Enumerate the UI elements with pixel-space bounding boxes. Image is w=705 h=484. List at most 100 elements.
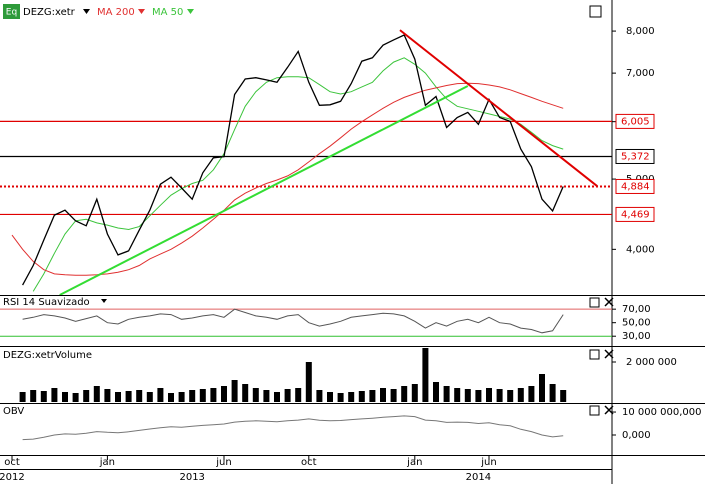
- volume-bar: [358, 391, 365, 402]
- pane-title: OBV: [3, 406, 24, 417]
- plot: [0, 29, 612, 295]
- volume-bar: [263, 390, 270, 402]
- maximize-button[interactable]: [589, 405, 600, 416]
- volume-bar: [390, 389, 397, 402]
- series-line: [32, 57, 564, 292]
- volume-bar: [274, 392, 280, 402]
- x-tick-label: jun: [215, 457, 231, 468]
- volume-bar: [284, 389, 291, 402]
- volume-bar: [157, 388, 164, 402]
- volume-bar: [189, 390, 196, 402]
- level-label: 6,005: [621, 116, 650, 127]
- dropdown-arrow[interactable]: [187, 9, 194, 14]
- close-button[interactable]: [604, 405, 614, 415]
- y-tick-label: 2 000 000: [626, 357, 677, 368]
- x-year-label: 2014: [466, 472, 491, 483]
- legend-ma200[interactable]: MA 200: [97, 7, 135, 18]
- volume-bar: [221, 386, 227, 402]
- legend-ma50[interactable]: MA 50: [152, 7, 183, 18]
- volume-bar: [454, 388, 461, 402]
- volume-bar: [507, 390, 514, 402]
- eq-icon-label: Eq: [6, 8, 17, 18]
- volume-bar: [539, 374, 545, 402]
- volume-bar: [210, 388, 217, 402]
- series-line: [22, 308, 564, 334]
- volume-bar: [252, 388, 259, 402]
- x-year-label: 2013: [179, 472, 204, 483]
- level-label-box: [615, 113, 655, 129]
- volume-bar: [19, 392, 26, 402]
- volume-bar: [496, 389, 503, 402]
- volume-bar: [146, 392, 153, 402]
- x-tick-label: jan: [99, 457, 115, 468]
- volume-bar: [560, 390, 567, 402]
- pane-title: RSI 14 Suavizado: [3, 297, 90, 308]
- y-tick-label: 30,00: [622, 331, 651, 342]
- volume-bar: [104, 389, 111, 402]
- y-tick-label: 10 000 000,000: [622, 407, 702, 418]
- volume-bar: [295, 388, 302, 402]
- y-tick-label: 70,00: [622, 304, 651, 315]
- volume-bar: [337, 393, 344, 402]
- volume-bar: [369, 390, 376, 402]
- eq-icon[interactable]: [3, 4, 20, 19]
- dropdown-arrow[interactable]: [138, 9, 145, 14]
- x-tick-label: jun: [480, 457, 496, 468]
- volume-bar: [316, 390, 323, 402]
- x-year-label: 2012: [0, 472, 25, 483]
- level-label: 5,372: [621, 151, 650, 162]
- close-button[interactable]: [604, 349, 614, 359]
- level-label-box: [615, 178, 655, 194]
- pane-title: DEZG:xetrVolume: [3, 350, 92, 361]
- volume-bar: [83, 390, 90, 402]
- volume-bar: [231, 380, 238, 402]
- maximize-button[interactable]: [589, 349, 600, 360]
- volume-bar: [168, 393, 174, 402]
- plot: [22, 415, 564, 441]
- volume-bar: [517, 388, 524, 402]
- volume-bar: [199, 389, 206, 402]
- level-label-box: [615, 206, 655, 222]
- series-line: [11, 82, 564, 276]
- legend-symbol[interactable]: DEZG:xetr: [23, 7, 76, 18]
- volume-bar: [348, 392, 355, 402]
- volume-bar: [242, 384, 249, 402]
- volume-bar: [51, 388, 58, 402]
- volume-bar: [40, 391, 47, 402]
- maximize-button[interactable]: [589, 5, 602, 18]
- pane-buttons: [589, 5, 614, 416]
- maximize-button[interactable]: [589, 297, 600, 308]
- volume-bar: [380, 388, 386, 402]
- volume-bar: [305, 362, 312, 402]
- close-button[interactable]: [604, 297, 614, 307]
- y-tick-label: 0,000: [622, 430, 651, 441]
- volume-bar: [422, 348, 429, 402]
- toolbar: Eq DEZG:xetr MA 200 MA 50: [3, 4, 194, 19]
- volume-bar: [443, 386, 450, 402]
- volume-bar: [486, 388, 492, 402]
- y-tick-label: 50,00: [622, 318, 651, 329]
- y-tick-label: 8,000: [626, 26, 655, 37]
- volume-bar: [528, 386, 535, 402]
- level-label: 4,884: [621, 181, 650, 192]
- trend-line: [59, 85, 469, 295]
- volume-bar: [30, 390, 37, 402]
- volume-bar: [72, 393, 79, 402]
- y-tick-label: 4,000: [626, 244, 655, 255]
- dropdown-arrow[interactable]: [101, 299, 107, 303]
- x-tick-label: jan: [406, 457, 422, 468]
- volume-bar: [401, 386, 408, 402]
- level-label-box: [615, 148, 655, 164]
- volume-bar: [178, 392, 185, 402]
- price-line: [22, 34, 564, 286]
- level-label: 4,469: [621, 209, 650, 220]
- dropdown-arrow[interactable]: [83, 9, 90, 14]
- volume-bar: [327, 392, 333, 402]
- volume-bar: [125, 391, 132, 402]
- trend-line: [399, 29, 598, 187]
- y-tick-label: 7,000: [626, 68, 655, 79]
- x-tick-label: oct: [4, 457, 20, 468]
- volume-bar: [115, 392, 121, 402]
